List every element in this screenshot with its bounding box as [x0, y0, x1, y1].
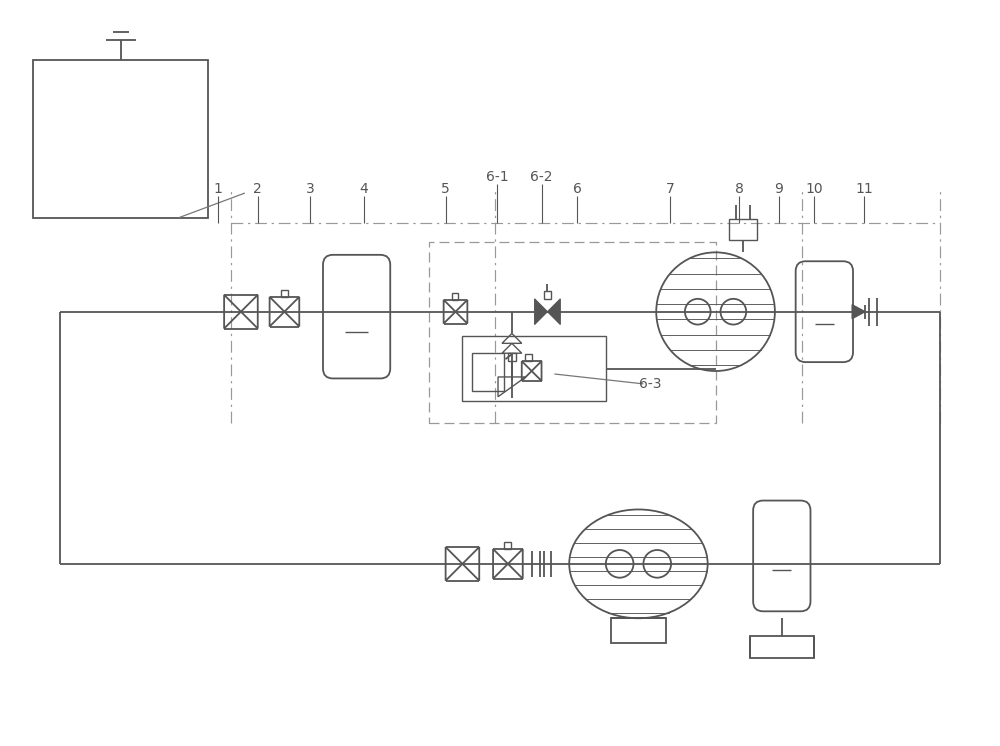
Text: 10: 10 — [806, 182, 823, 196]
Text: 6-3: 6-3 — [639, 377, 662, 391]
Text: 6-1: 6-1 — [486, 170, 508, 184]
Bar — [452, 293, 458, 300]
Text: 8: 8 — [735, 182, 744, 196]
Text: 2: 2 — [253, 182, 262, 196]
Bar — [33, 60, 208, 218]
Polygon shape — [852, 304, 865, 319]
Bar — [462, 336, 606, 401]
Bar — [525, 354, 532, 361]
Bar — [750, 636, 814, 658]
Text: 5: 5 — [441, 182, 450, 196]
Text: 1: 1 — [214, 182, 223, 196]
Text: 11: 11 — [855, 182, 873, 196]
Text: 6: 6 — [573, 182, 582, 196]
Polygon shape — [547, 299, 560, 325]
Text: 3: 3 — [306, 182, 315, 196]
Bar — [504, 542, 511, 549]
Text: 9: 9 — [774, 182, 783, 196]
Bar — [544, 291, 551, 299]
Text: 7: 7 — [666, 182, 674, 196]
Bar — [729, 219, 757, 240]
Bar — [611, 618, 666, 643]
Text: 4: 4 — [359, 182, 368, 196]
Bar — [508, 353, 516, 361]
Text: 6-2: 6-2 — [530, 170, 553, 184]
Polygon shape — [535, 299, 547, 325]
Bar — [472, 353, 504, 391]
Bar — [429, 242, 716, 424]
Bar — [281, 290, 288, 297]
